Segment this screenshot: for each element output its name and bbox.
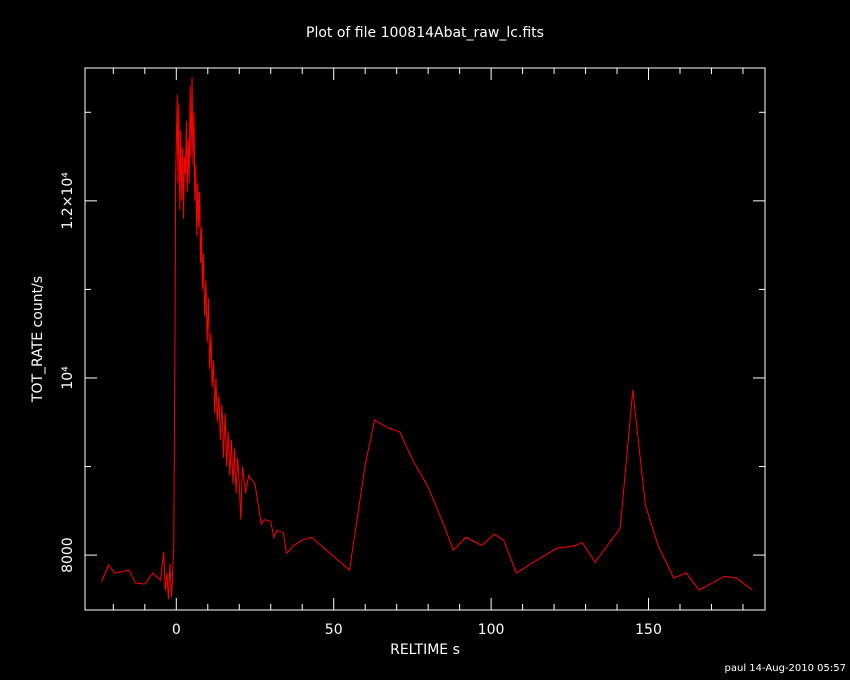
y-axis-label: TOT_RATE count/s <box>30 276 46 403</box>
chart-title: Plot of file 100814Abat_raw_lc.fits <box>306 25 544 41</box>
x-tick-label: 100 <box>478 622 505 638</box>
data-line <box>100 76 753 600</box>
y-tick-label: 1.2×10⁴ <box>60 172 76 230</box>
x-tick-label: 150 <box>635 622 662 638</box>
plot-frame <box>84 67 766 611</box>
footer: paul 14-Aug-2010 05:57 <box>725 663 846 674</box>
y-tick-label: 8000 <box>60 537 76 573</box>
x-axis-label: RELTIME s <box>390 642 460 658</box>
y-tick-label: 10⁴ <box>60 366 76 390</box>
x-tick-label: 50 <box>325 622 343 638</box>
x-tick-label: 0 <box>172 622 181 638</box>
